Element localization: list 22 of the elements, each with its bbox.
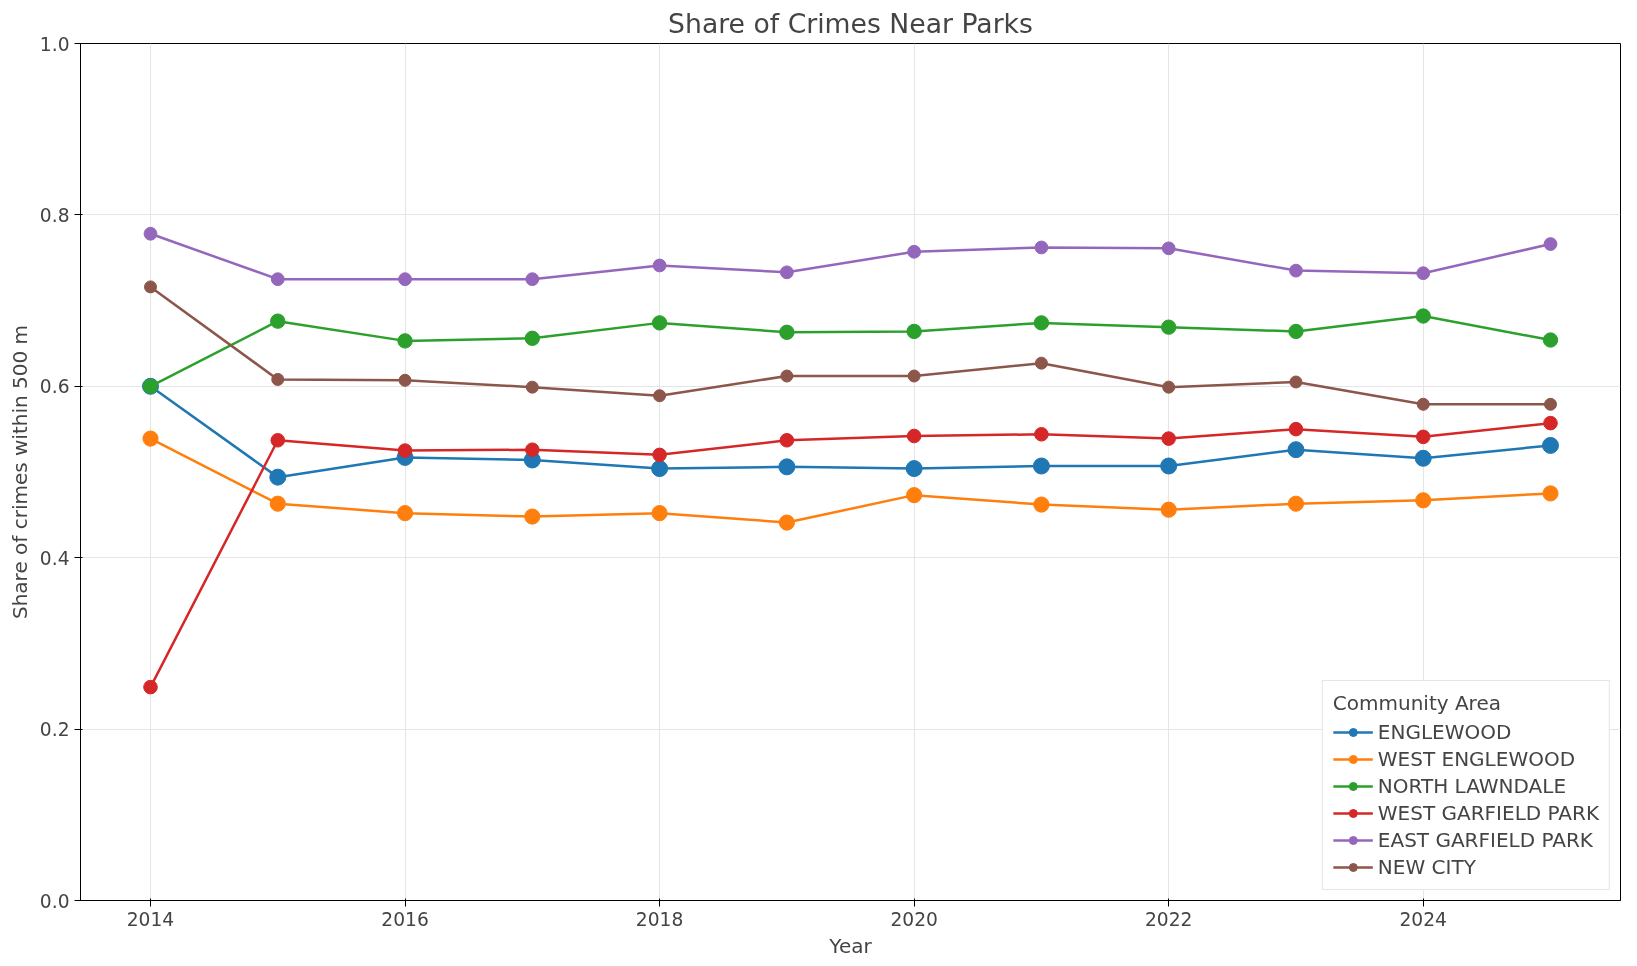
y-tick-label: 0.2 (39, 719, 70, 741)
x-tick-label: 2020 (890, 908, 938, 930)
y-tick-label: 0.0 (39, 890, 70, 912)
x-tick-label: 2024 (1399, 908, 1447, 930)
y-tick-label: 0.8 (39, 204, 70, 226)
x-tick-label: 2016 (381, 908, 429, 930)
legend-label: EAST GARFIELD PARK (1377, 828, 1593, 852)
legend-label: WEST ENGLEWOOD (1377, 747, 1576, 771)
x-tick-label: 2018 (635, 908, 684, 930)
y-axis-title: Share of crimes within 500 m (7, 324, 32, 620)
y-tick-label: 0.4 (39, 547, 70, 569)
legend-label: WEST GARFIELD PARK (1377, 801, 1599, 825)
x-tick-label: 2022 (1144, 908, 1193, 930)
legend-label: ENGLEWOOD (1377, 720, 1512, 744)
y-tick-label: 0.6 (39, 376, 70, 398)
legend-title: Community Area (1332, 691, 1502, 715)
legend-label: NEW CITY (1377, 855, 1476, 879)
chart-title: Share of Crimes Near Parks (668, 7, 1033, 39)
y-tick-label: 1.0 (39, 33, 70, 55)
x-tick-label: 2014 (126, 908, 175, 930)
legend-label: NORTH LAWNDALE (1377, 774, 1567, 798)
x-axis-title: Year (828, 933, 873, 958)
